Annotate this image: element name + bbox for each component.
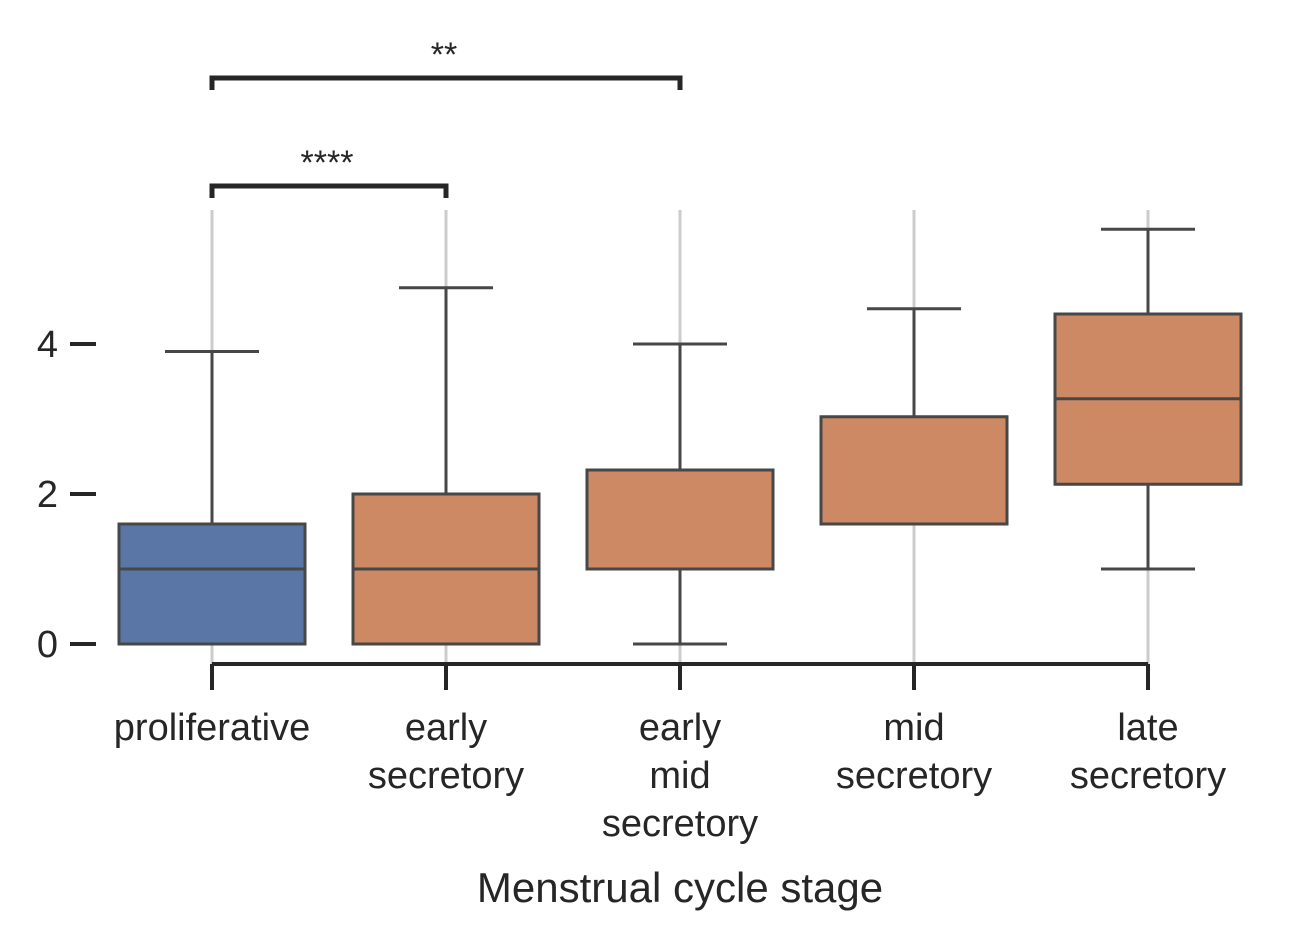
x-tick-label: early mid secretory [602,707,758,845]
y-tick-label: 0 [37,624,58,666]
significance-annotations: ****** [209,36,683,198]
x-tick-label: late secretory [1070,707,1226,797]
box-0 [117,350,307,646]
significance-bracket: **** [209,144,449,198]
box-1 [351,286,541,646]
box-iqr [585,468,775,571]
box-iqr [819,415,1009,526]
x-tick-label: early secretory [368,707,524,797]
significance-label: **** [301,144,354,182]
significance-label: ** [431,36,457,74]
x-axis: proliferative early secretory early mid secre… [114,662,1226,845]
box-iqr [117,522,307,646]
x-axis-title: Menstrual cycle stage [477,864,883,911]
significance-bracket: ** [209,36,683,90]
x-tick-label: mid secretory [836,707,992,797]
box-3 [819,307,1009,526]
box-series [117,227,1243,646]
y-tick-label: 4 [37,324,58,366]
y-axis: 0 2 4 [37,324,96,666]
bracket-line [209,75,683,90]
x-tick-label: proliferative [114,707,310,749]
bracket-line [209,183,449,198]
y-tick-label: 2 [37,474,58,516]
box-4 [1053,227,1243,571]
box-2 [585,342,775,646]
